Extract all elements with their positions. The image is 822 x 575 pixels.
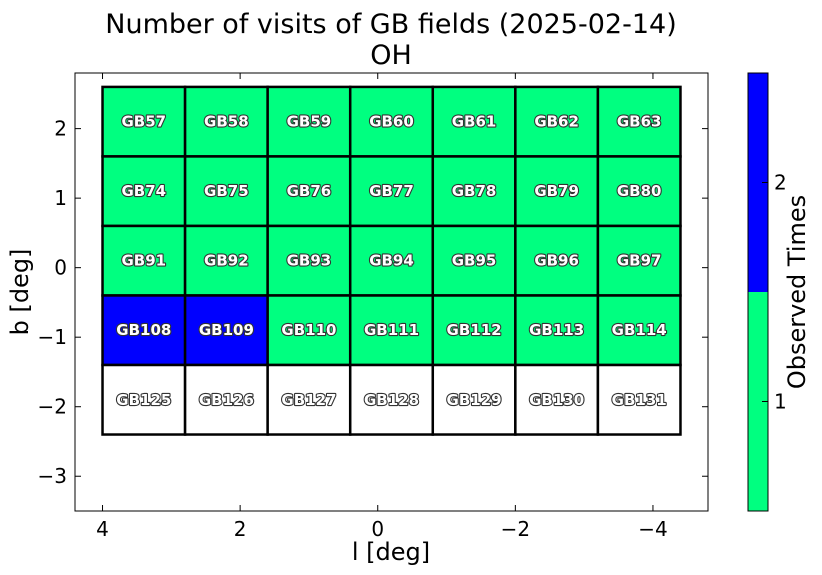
plot-frame [74,72,709,512]
field-cell-gb92 [183,224,269,297]
field-label-gb97: GB97 [617,252,662,270]
field-label-gb108: GB108 [116,321,171,339]
y-tick-label: 1 [54,186,67,210]
field-label-gb109: GB109 [199,321,254,339]
field-label-gb112: GB112 [447,321,502,339]
field-label-gb59: GB59 [287,113,332,131]
field-cell-gb96 [514,224,600,297]
field-label-gb62: GB62 [534,113,579,131]
field-label-gb76: GB76 [287,182,332,200]
field-cell-gb93 [266,224,352,297]
field-cell-gb113 [514,294,600,367]
field-cell-gb62 [514,85,600,158]
field-label-gb110: GB110 [281,321,336,339]
y-axis-label: b [deg] [6,249,34,336]
field-label-gb131: GB131 [612,391,667,409]
field-label-gb91: GB91 [121,252,166,270]
field-label-gb114: GB114 [612,321,667,339]
field-label-gb60: GB60 [369,113,414,131]
field-cell-gb78 [431,155,517,228]
colorbar-tick-label: 1 [774,390,787,414]
x-tick-label: −2 [501,517,530,541]
field-label-gb92: GB92 [204,252,249,270]
field-label-gb77: GB77 [369,182,414,200]
field-label-gb61: GB61 [452,113,497,131]
field-label-gb127: GB127 [281,391,336,409]
field-cell-gb76 [266,155,352,228]
field-label-gb129: GB129 [447,391,502,409]
field-label-gb75: GB75 [204,182,249,200]
field-label-gb126: GB126 [199,391,254,409]
x-tick-label: 4 [96,517,109,541]
colorbar-label: Observed Times [783,195,811,389]
colorbar-tick-label: 2 [774,171,787,195]
field-label-gb130: GB130 [529,391,584,409]
field-label-gb113: GB113 [529,321,584,339]
x-tick-label: −4 [638,517,667,541]
field-label-gb125: GB125 [116,391,171,409]
field-label-gb63: GB63 [617,113,662,131]
y-axis: 2 1 0 −1 −2 −3 [38,117,708,488]
field-label-gb95: GB95 [452,252,497,270]
field-cell-gb80 [596,155,682,228]
chart-subtitle: OH [370,40,412,71]
field-label-gb74: GB74 [121,182,166,200]
field-cell-gb130 [514,363,600,436]
field-cell-gb109 [183,294,269,367]
field-label-gb94: GB94 [369,252,414,270]
field-label-gb111: GB111 [364,321,419,339]
field-cell-gb95 [431,224,517,297]
x-axis: 4 2 0 −2 −4 [96,73,668,541]
field-cell-gb125 [101,363,187,436]
field-label-gb79: GB79 [534,182,579,200]
colorbar: 12 [747,72,787,512]
field-label-gb93: GB93 [287,252,332,270]
x-axis-label: l [deg] [352,538,430,566]
field-cell-gb97 [596,224,682,297]
colorbar-segment [748,73,768,292]
x-tick-label: 2 [234,517,247,541]
y-tick-label: −3 [38,464,67,488]
field-cell-gb108 [101,294,187,367]
cells-layer: GB57 GB58 GB59 GB60 GB61 GB62 GB63 GB74 GB75 GB76… [101,85,682,436]
x-tick-label: 0 [371,517,384,541]
chart-title: Number of visits of GB fields (2025-02-1… [105,9,676,40]
field-label-gb57: GB57 [121,113,166,131]
field-label-gb58: GB58 [204,113,249,131]
field-cell-gb131 [596,363,682,436]
colorbar-frame [747,72,769,512]
colorbar-segment [748,292,768,511]
field-cell-gb74 [101,155,187,228]
field-label-gb80: GB80 [617,182,662,200]
field-label-gb78: GB78 [452,182,497,200]
y-tick-label: 2 [54,117,67,141]
field-cell-gb57 [101,85,187,158]
y-tick-label: −2 [38,395,67,419]
y-tick-label: −1 [38,325,67,349]
field-cell-gb127 [266,363,352,436]
field-label-gb96: GB96 [534,252,579,270]
field-label-gb128: GB128 [364,391,419,409]
y-tick-label: 0 [54,256,67,280]
